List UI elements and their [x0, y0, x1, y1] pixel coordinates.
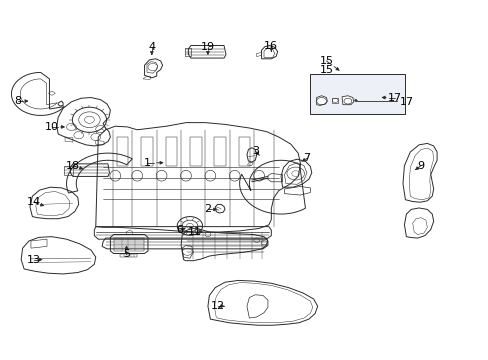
Text: 9: 9 [417, 161, 424, 171]
Text: 4: 4 [148, 42, 155, 52]
Text: 8: 8 [14, 96, 21, 106]
Text: 5: 5 [123, 248, 130, 258]
Polygon shape [316, 96, 327, 105]
Text: 17: 17 [387, 93, 401, 103]
Text: 11: 11 [187, 227, 202, 237]
Text: 2: 2 [204, 204, 211, 215]
Polygon shape [341, 96, 353, 105]
Polygon shape [331, 98, 337, 103]
Text: 18: 18 [66, 161, 80, 171]
Text: 17: 17 [399, 97, 413, 107]
Text: 15: 15 [319, 56, 333, 66]
Text: 19: 19 [201, 42, 215, 52]
Text: 15: 15 [319, 64, 333, 75]
Text: 12: 12 [210, 301, 224, 311]
Text: 1: 1 [143, 158, 150, 168]
Text: 16: 16 [264, 41, 278, 50]
Text: 13: 13 [27, 255, 41, 265]
Text: 14: 14 [27, 197, 41, 207]
Text: 10: 10 [45, 122, 59, 132]
Text: 6: 6 [176, 225, 183, 235]
Text: 7: 7 [303, 153, 310, 163]
Text: 3: 3 [251, 146, 258, 156]
Bar [310, 74, 405, 114]
